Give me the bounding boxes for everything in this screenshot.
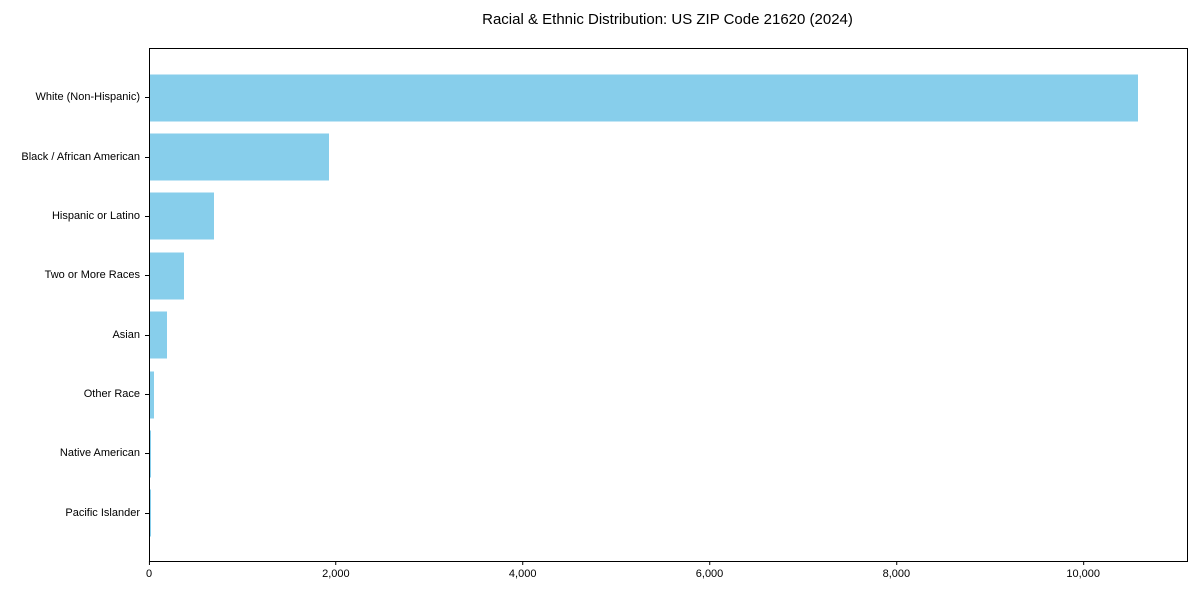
bar — [150, 74, 1139, 122]
y-tick-mark — [145, 334, 149, 336]
y-axis: White (Non-Hispanic) Black / African Amer… — [0, 49, 149, 561]
x-tick: 0 — [146, 561, 152, 581]
y-tick: White (Non-Hispanic) — [0, 68, 149, 127]
y-tick: Black / African American — [0, 127, 149, 186]
y-tick-label: Asian — [112, 328, 140, 341]
x-tick-mark — [1082, 561, 1084, 565]
y-tick-label: Two or More Races — [44, 269, 140, 282]
bar — [150, 371, 155, 419]
x-tick-label: 10,000 — [1066, 568, 1101, 580]
y-tick-mark — [145, 156, 149, 158]
y-tick: Asian — [0, 306, 149, 365]
x-tick-label: 6,000 — [695, 568, 724, 580]
x-tick-mark — [335, 561, 337, 565]
y-tick: Pacific Islander — [0, 484, 149, 543]
x-tick-label: 0 — [145, 568, 153, 580]
y-tick-label: White (Non-Hispanic) — [35, 91, 140, 104]
x-tick-mark — [148, 561, 150, 565]
y-tick-label: Hispanic or Latino — [51, 209, 140, 222]
y-tick: Hispanic or Latino — [0, 187, 149, 246]
plot-area — [149, 48, 1188, 562]
bar — [150, 192, 214, 240]
x-tick: 6,000 — [695, 561, 724, 581]
bar-row — [150, 365, 1187, 424]
x-tick-mark — [709, 561, 711, 565]
x-tick-mark — [895, 561, 897, 565]
x-axis: 0 2,000 4,000 6,000 8,000 10,000 — [146, 561, 1186, 587]
bar-row — [150, 68, 1187, 127]
chart-title: Racial & Ethnic Distribution: US ZIP Cod… — [482, 11, 853, 28]
y-tick-mark — [145, 512, 149, 514]
bar — [150, 430, 151, 478]
bar — [150, 311, 168, 359]
bar-row — [150, 306, 1187, 365]
bars-container — [150, 49, 1187, 561]
bar — [150, 252, 184, 300]
bar — [150, 133, 329, 181]
x-tick: 4,000 — [508, 561, 537, 581]
bar-row — [150, 484, 1187, 543]
x-tick-label: 8,000 — [882, 568, 911, 580]
y-tick-mark — [145, 97, 149, 99]
x-tick-label: 2,000 — [322, 568, 350, 580]
x-tick: 8,000 — [882, 561, 911, 581]
bar-row — [150, 424, 1187, 483]
x-tick-label: 4,000 — [508, 568, 537, 580]
x-tick-mark — [522, 561, 524, 565]
y-tick-label: Black / African American — [21, 150, 140, 163]
bar-row — [150, 187, 1187, 246]
y-tick: Other Race — [0, 365, 149, 424]
y-tick: Two or More Races — [0, 246, 149, 305]
y-tick-mark — [145, 275, 149, 277]
x-tick: 2,000 — [322, 561, 350, 581]
y-tick-label: Pacific Islander — [65, 506, 140, 519]
y-tick-mark — [145, 215, 149, 217]
y-tick-label: Native American — [59, 447, 140, 460]
bar-row — [150, 127, 1187, 186]
y-tick: Native American — [0, 424, 149, 483]
y-tick-label: Other Race — [83, 388, 140, 401]
y-tick-mark — [145, 453, 149, 455]
bar-row — [150, 246, 1187, 305]
y-tick-mark — [145, 394, 149, 396]
x-tick: 10,000 — [1066, 561, 1100, 581]
